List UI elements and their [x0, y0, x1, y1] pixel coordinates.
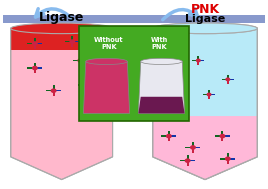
- Polygon shape: [83, 61, 130, 113]
- Bar: [210, 94, 215, 95]
- Circle shape: [51, 89, 56, 92]
- Ellipse shape: [153, 23, 257, 34]
- Bar: [194, 147, 200, 148]
- Circle shape: [33, 42, 37, 45]
- Bar: [85, 86, 87, 90]
- Bar: [79, 61, 81, 66]
- Bar: [227, 80, 229, 84]
- Bar: [36, 43, 42, 44]
- Bar: [222, 79, 227, 80]
- Bar: [79, 26, 189, 121]
- Bar: [175, 75, 180, 76]
- Polygon shape: [153, 116, 257, 180]
- Bar: [192, 148, 194, 153]
- Text: With
PNK: With PNK: [151, 37, 168, 50]
- Bar: [215, 135, 221, 137]
- Text: Ligase: Ligase: [185, 14, 225, 24]
- Circle shape: [196, 59, 200, 62]
- Polygon shape: [138, 61, 185, 113]
- Bar: [187, 155, 189, 160]
- Circle shape: [226, 78, 230, 81]
- Bar: [198, 56, 199, 60]
- Bar: [73, 41, 80, 42]
- Bar: [81, 60, 88, 61]
- Bar: [34, 69, 36, 73]
- Bar: [79, 55, 81, 60]
- Bar: [192, 142, 194, 147]
- Bar: [78, 84, 85, 86]
- Circle shape: [207, 93, 211, 96]
- Bar: [168, 75, 173, 76]
- Bar: [224, 135, 230, 137]
- Polygon shape: [11, 28, 113, 50]
- Bar: [187, 161, 189, 166]
- Bar: [71, 36, 73, 41]
- Circle shape: [70, 40, 75, 43]
- Bar: [180, 160, 187, 161]
- Bar: [46, 90, 53, 91]
- Bar: [227, 153, 229, 158]
- Bar: [185, 147, 192, 148]
- Circle shape: [226, 157, 230, 160]
- Bar: [73, 60, 79, 61]
- Bar: [27, 43, 34, 44]
- Circle shape: [220, 135, 225, 138]
- Bar: [85, 80, 87, 84]
- Circle shape: [185, 159, 190, 162]
- Circle shape: [84, 84, 88, 87]
- Ellipse shape: [11, 23, 113, 34]
- Bar: [71, 42, 73, 47]
- Bar: [221, 137, 224, 141]
- Bar: [203, 94, 208, 95]
- Bar: [34, 38, 36, 43]
- Bar: [168, 137, 170, 141]
- Bar: [161, 135, 168, 137]
- Polygon shape: [11, 28, 113, 180]
- Bar: [229, 79, 234, 80]
- Text: Without
PNK: Without PNK: [94, 37, 124, 50]
- Bar: [208, 95, 210, 99]
- Bar: [170, 135, 176, 137]
- Bar: [173, 76, 175, 80]
- Bar: [53, 91, 55, 96]
- Bar: [168, 131, 170, 135]
- Circle shape: [191, 146, 195, 149]
- Bar: [208, 90, 210, 94]
- Bar: [189, 160, 195, 161]
- Bar: [55, 90, 61, 91]
- Bar: [198, 61, 199, 65]
- Text: PNK: PNK: [191, 3, 219, 16]
- Bar: [34, 63, 36, 67]
- Circle shape: [78, 59, 83, 62]
- Polygon shape: [153, 28, 257, 116]
- Bar: [65, 41, 71, 42]
- Ellipse shape: [153, 23, 257, 34]
- Bar: [87, 84, 93, 86]
- Bar: [192, 60, 198, 61]
- Bar: [34, 44, 36, 49]
- Polygon shape: [153, 28, 257, 180]
- Circle shape: [172, 74, 176, 77]
- Text: Ligase: Ligase: [39, 11, 84, 23]
- Bar: [173, 71, 175, 75]
- Bar: [53, 85, 55, 90]
- Bar: [199, 60, 204, 61]
- Ellipse shape: [141, 58, 182, 65]
- Ellipse shape: [86, 58, 127, 65]
- Polygon shape: [138, 97, 185, 113]
- Bar: [220, 158, 227, 160]
- Circle shape: [33, 67, 37, 70]
- Bar: [221, 131, 224, 135]
- Bar: [227, 160, 229, 164]
- Bar: [36, 67, 42, 69]
- Bar: [227, 75, 229, 79]
- Bar: [27, 67, 34, 69]
- FancyBboxPatch shape: [3, 15, 265, 23]
- Bar: [229, 158, 235, 160]
- Circle shape: [167, 135, 171, 138]
